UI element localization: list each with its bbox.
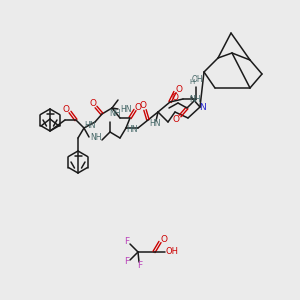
- Text: O: O: [134, 103, 142, 112]
- Text: HN: HN: [84, 122, 96, 130]
- Text: F: F: [124, 238, 130, 247]
- Text: NH: NH: [189, 94, 200, 103]
- Text: HN: HN: [126, 125, 138, 134]
- Text: F: F: [137, 262, 142, 271]
- Text: NH: NH: [109, 109, 121, 118]
- Text: O: O: [176, 85, 182, 94]
- Text: O: O: [62, 104, 70, 113]
- Text: O: O: [160, 236, 167, 244]
- Text: H: H: [189, 79, 195, 85]
- Text: N: N: [199, 103, 206, 112]
- Text: OH: OH: [166, 248, 178, 256]
- Text: F: F: [124, 257, 130, 266]
- Text: O: O: [89, 98, 97, 107]
- Text: O: O: [140, 101, 146, 110]
- Text: OH: OH: [191, 74, 203, 83]
- Text: O: O: [172, 94, 178, 103]
- Text: HN: HN: [149, 118, 161, 127]
- Text: O: O: [172, 115, 179, 124]
- Text: NH: NH: [90, 134, 101, 142]
- Text: HN: HN: [120, 106, 131, 115]
